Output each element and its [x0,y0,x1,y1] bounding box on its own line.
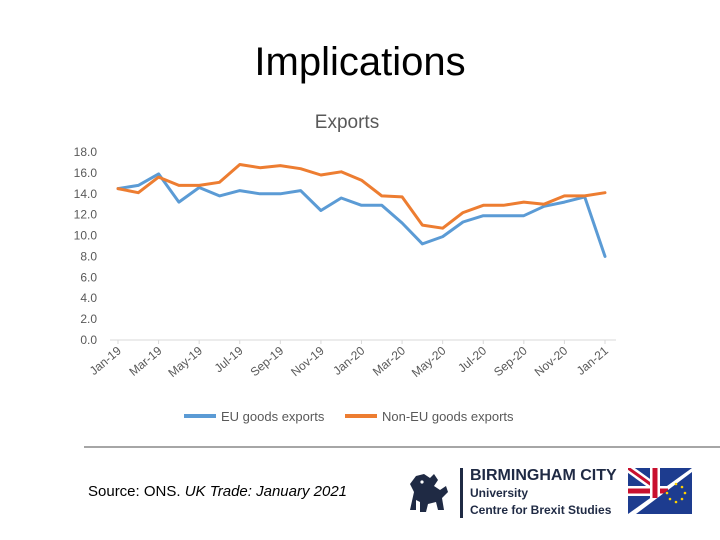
slide-title: Implications [254,40,466,84]
bcu-logo: BIRMINGHAM CITY University Centre for Br… [404,466,617,520]
legend-label-non-eu: Non-EU goods exports [382,409,514,424]
y-tick-label: 8.0 [80,249,97,263]
x-tick-label: Nov-19 [288,343,327,379]
x-tick-label: Jan-21 [574,343,611,378]
y-tick-label: 0.0 [80,333,97,347]
logo-centre-name: Centre for Brexit Studies [470,503,612,517]
x-tick-label: May-20 [409,343,449,380]
logo-university-label: University [470,486,529,500]
chart-title: Exports [315,112,379,133]
series-lines [116,163,607,258]
eu-exports-line [116,172,607,258]
x-tick-label: Jan-20 [330,343,367,378]
x-axis-ticks: Jan-19 Mar-19 May-19 Jul-19 Sep-19 Nov-19 Jan-… [87,340,611,380]
x-tick-label: Jul-19 [212,343,246,375]
y-tick-label: 6.0 [80,270,97,284]
y-tick-label: 2.0 [80,312,97,326]
y-axis-ticks: 0.0 2.0 4.0 6.0 8.0 10.0 12.0 14.0 16.0 18.0 [74,145,98,347]
lion-crest-icon [410,474,448,512]
x-tick-label: Jan-19 [87,343,124,378]
x-tick-label: May-19 [165,343,205,380]
y-tick-label: 14.0 [74,187,98,201]
y-tick-label: 16.0 [74,166,98,180]
y-tick-label: 10.0 [74,229,98,243]
source-prefix: Source: ONS. [88,483,185,500]
logo-separator [460,468,463,518]
x-tick-label: Sep-19 [248,343,287,379]
source-title: UK Trade: January 2021 [184,483,348,500]
source-note: Source: ONS. UK Trade: January 2021 [88,483,347,500]
logo-university-name: BIRMINGHAM CITY [470,467,617,484]
y-tick-label: 4.0 [80,291,97,305]
x-tick-label: Sep-20 [491,343,530,379]
exports-chart: Exports 0.0 2.0 4.0 6.0 8.0 10.0 12.0 14.0 16.0 1… [74,112,616,424]
x-tick-label: Mar-19 [126,343,164,378]
y-tick-label: 18.0 [74,145,98,159]
x-tick-label: Jul-20 [455,343,489,375]
legend: EU goods exports Non-EU goods exports [184,409,514,424]
x-tick-label: Mar-20 [370,343,408,378]
footer-divider [84,446,720,448]
non-eu-exports-line [116,163,607,230]
union-eu-flag-icon [628,468,692,514]
y-tick-label: 12.0 [74,208,98,222]
legend-label-eu: EU goods exports [221,409,325,424]
x-tick-label: Nov-20 [532,343,571,379]
